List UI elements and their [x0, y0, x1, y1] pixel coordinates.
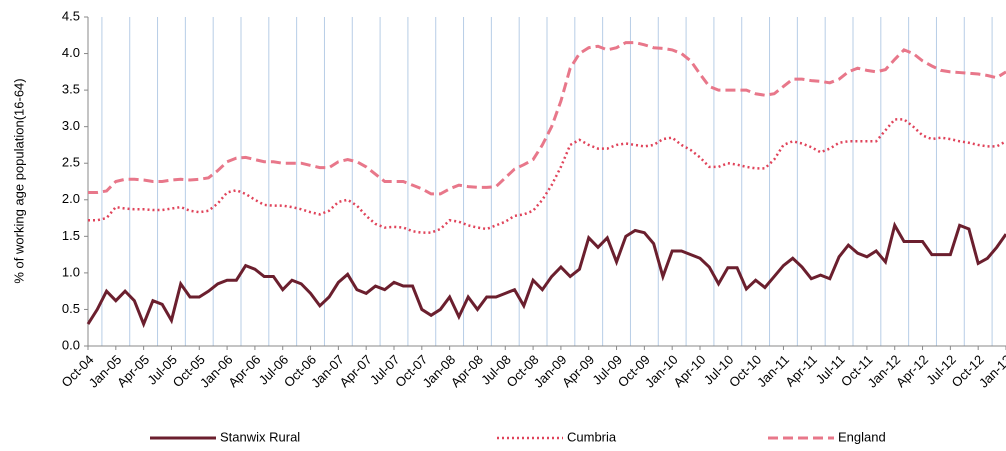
- series-line: [88, 41, 1006, 196]
- x-tick-label: Apr-07: [337, 352, 375, 390]
- y-tick-label: 1.5: [62, 228, 80, 243]
- y-tick-label: 0.0: [62, 337, 80, 352]
- y-tick-label: 0.5: [62, 301, 80, 316]
- x-tick-label: Apr-05: [114, 352, 152, 390]
- y-tick-label: 3.5: [62, 82, 80, 97]
- y-tick-label: 2.5: [62, 155, 80, 170]
- x-tick-label: Apr-09: [559, 352, 597, 390]
- y-tick-label: 4.0: [62, 45, 80, 60]
- x-tick-label: Apr-11: [782, 352, 820, 390]
- x-tick-label: Apr-06: [225, 352, 263, 390]
- y-tick-label: 4.5: [62, 8, 80, 23]
- x-tick-label: Apr-12: [893, 352, 931, 390]
- x-tick-label: Apr-10: [670, 352, 708, 390]
- y-tick-label: 1.0: [62, 264, 80, 279]
- x-tick-label: Apr-08: [448, 352, 486, 390]
- series-line: [86, 221, 1006, 329]
- x-tick-label: Jan-11: [754, 352, 792, 390]
- y-axis-label: % of working age population(16-64): [11, 78, 26, 283]
- legend-label: England: [838, 429, 886, 444]
- y-tick-label: 2.0: [62, 191, 80, 206]
- y-tick-label: 3.0: [62, 118, 80, 133]
- legend-label: Cumbria: [567, 429, 617, 444]
- series-line: [88, 118, 1006, 234]
- legend-label: Stanwix Rural: [220, 429, 300, 444]
